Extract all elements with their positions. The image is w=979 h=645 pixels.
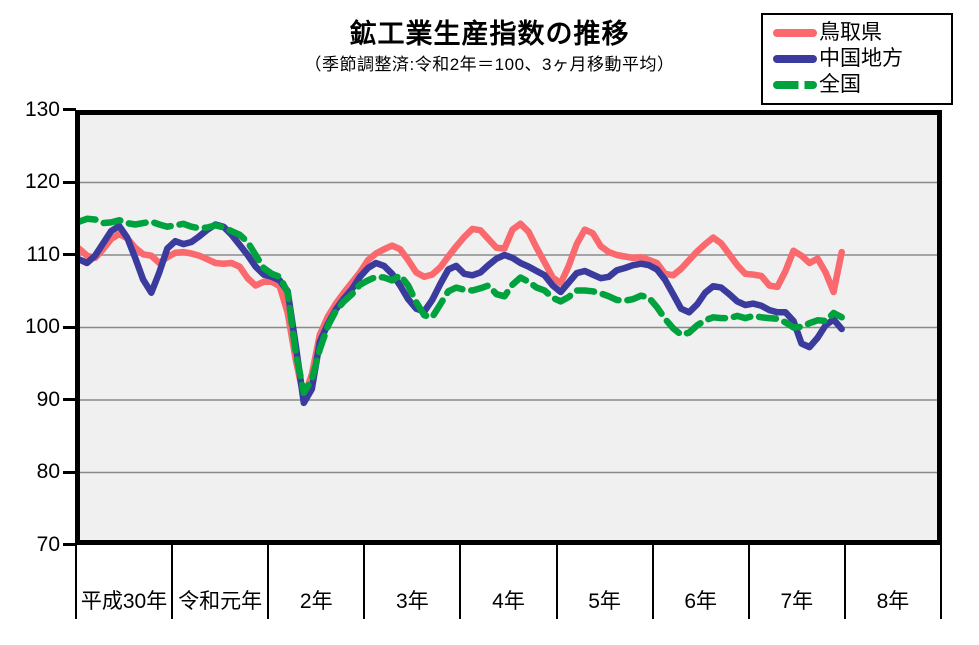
x-year-cell: 8年	[843, 545, 942, 619]
legend: 鳥取県 中国地方 全国	[761, 13, 953, 105]
chart-subtitle: （季節調整済:令和2年＝100、3ヶ月移動平均）	[304, 55, 675, 74]
y-tick-mark	[63, 398, 76, 401]
y-tick-mark	[63, 326, 76, 329]
legend-item-chugoku: 中国地方	[773, 46, 945, 72]
legend-item-tottori: 鳥取県	[773, 20, 945, 46]
x-year-cell: 2年	[267, 545, 363, 619]
x-year-cell: 7年	[747, 545, 844, 619]
series-line-zenkoku	[75, 215, 845, 397]
y-tick-mark	[63, 181, 76, 184]
y-tick-mark	[63, 108, 76, 111]
series-line-tottori	[75, 220, 845, 401]
x-year-cell: 平成30年	[75, 545, 171, 619]
x-year-cell: 3年	[363, 545, 459, 619]
y-tick-label: 90	[36, 388, 60, 411]
x-year-cell: 令和元年	[171, 545, 267, 619]
y-tick-label: 80	[36, 460, 60, 483]
y-tick-label: 110	[26, 243, 60, 266]
y-tick-label: 120	[24, 170, 60, 193]
legend-label-zenkoku: 全国	[819, 73, 861, 96]
y-tick-label: 130	[24, 98, 60, 121]
y-tick-mark	[63, 471, 76, 474]
legend-label-chugoku: 中国地方	[819, 47, 903, 70]
x-year-cell: 4年	[459, 545, 555, 619]
chart-title: 鉱工業生産指数の推移	[349, 19, 630, 49]
y-tick-mark	[63, 543, 76, 546]
zenkoku-line-swatch-icon	[773, 81, 817, 89]
legend-label-tottori: 鳥取県	[819, 21, 882, 44]
plot-frame	[75, 110, 942, 545]
y-tick-label: 100	[24, 315, 60, 338]
y-tick-label: 70	[36, 533, 60, 556]
legend-item-zenkoku: 全国	[773, 72, 945, 98]
y-tick-mark	[63, 253, 76, 256]
chugoku-line-swatch-icon	[773, 55, 817, 63]
tottori-line-swatch-icon	[773, 29, 817, 37]
plot-area	[75, 110, 942, 545]
x-year-cell: 5年	[555, 545, 652, 619]
x-axis-strip: 平成30年 令和元年 2年 3年 4年 5年 6年 7年 8年	[75, 545, 942, 619]
x-year-cell: 6年	[651, 545, 748, 619]
